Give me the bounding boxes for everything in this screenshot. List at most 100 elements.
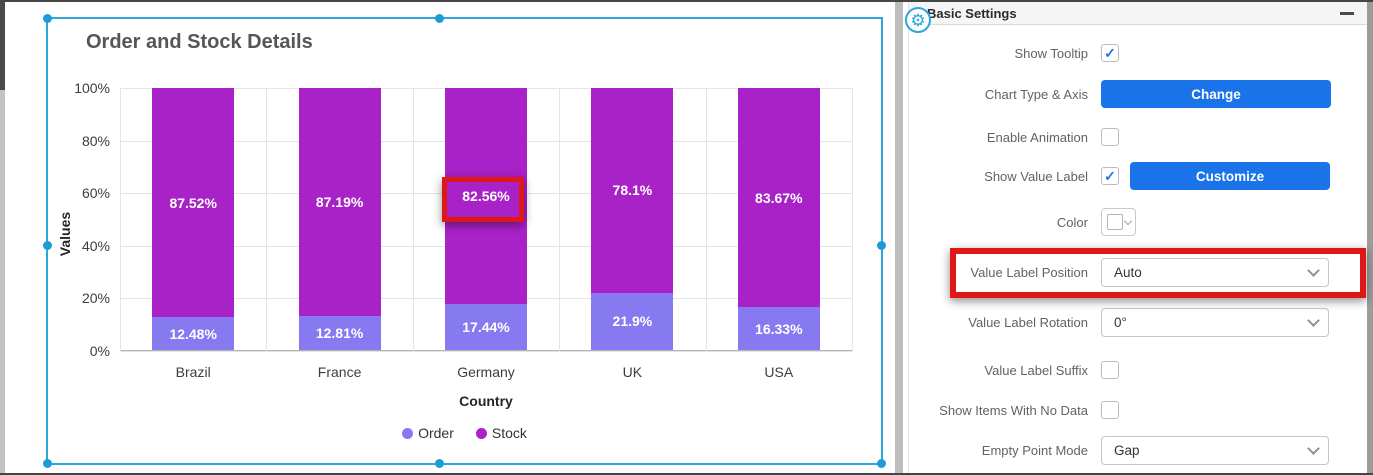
gridline-horizontal [120,351,852,352]
value-label-position-label: Value Label Position [970,264,1088,280]
row-value-label-suffix: Value Label Suffix [909,356,1368,384]
value-label: 87.52% [169,194,217,211]
legend-dot-icon [402,427,414,439]
row-value-label-rotation: Value Label Rotation 0° [909,307,1368,337]
row-show-items-no-data: Show Items With No Data [909,396,1368,424]
x-axis-label-france: France [317,364,362,380]
legend-item-stock[interactable]: Stock [475,425,527,441]
value-label: 87.19% [315,194,364,211]
value-label: 17.44% [462,319,510,336]
value-label: 83.67% [755,189,803,206]
bar-uk: 78.1% 21.9% [591,88,674,350]
order-segment-usa[interactable]: 16.33% [737,307,820,350]
highlight-box-value-label-position [950,248,1366,298]
order-segment-brazil[interactable]: 12.48% [152,317,235,350]
row-value-label-position: Value Label Position Auto [909,257,1368,287]
left-scrollbar-track[interactable] [0,2,5,473]
empty-point-mode-dropdown[interactable]: Gap [1101,435,1329,465]
enable-animation-checkbox[interactable] [1101,128,1119,146]
chevron-down-icon [1123,216,1133,226]
color-swatch [1107,214,1123,230]
color-picker[interactable] [1101,208,1136,236]
show-items-no-data-label: Show Items With No Data [939,402,1088,418]
resize-handle-mid-right[interactable] [877,241,886,250]
chart-widget[interactable]: ⚙ Order and Stock Details Values 87.52% 1… [43,7,931,468]
settings-panel: Basic Settings Show Tooltip ✓ Chart Type… [908,2,1368,473]
bar-france: 87.19% 12.81% [298,88,381,350]
legend-item-order[interactable]: Order [402,425,454,441]
resize-handle-bottom-right[interactable] [877,459,886,468]
x-axis-label-uk: UK [622,364,643,380]
show-tooltip-label: Show Tooltip [1014,45,1088,61]
customize-button[interactable]: Customize [1130,162,1330,190]
canvas-scrollbar[interactable] [893,2,905,473]
panel-header: Basic Settings [909,2,1368,25]
enable-animation-label: Enable Animation [986,129,1088,145]
gear-icon: ⚙ [910,10,926,30]
value-label: 12.48% [169,325,217,342]
show-items-no-data-checkbox[interactable] [1101,401,1119,419]
window-right-edge [1367,2,1373,473]
value-label: 21.9% [612,313,653,330]
value-label-rotation-label: Value Label Rotation [968,314,1088,330]
row-enable-animation: Enable Animation [909,123,1368,151]
value-label-suffix-label: Value Label Suffix [984,362,1088,378]
value-label: 82.56% [462,188,510,205]
show-value-label-checkbox[interactable]: ✓ [1101,167,1119,185]
gridline-vertical [412,88,414,351]
value-label-position-dropdown[interactable]: Auto [1101,257,1329,287]
value-label: 16.33% [755,320,803,337]
stock-segment-brazil[interactable]: 87.52% [152,88,235,318]
stock-segment-usa[interactable]: 83.67% [737,88,820,308]
stock-segment-france[interactable]: 87.19% [298,88,381,317]
resize-handle-top-center[interactable] [435,14,444,23]
y-axis-tick-label: 20% [81,290,110,307]
row-chart-type-axis: Chart Type & Axis Change [909,80,1368,108]
y-axis-tick-label: 40% [81,237,110,254]
y-axis-tick-label: 100% [74,80,110,96]
gridline-vertical [266,88,268,351]
resize-handle-bottom-center[interactable] [435,459,444,468]
value-label-rotation-dropdown[interactable]: 0° [1101,307,1329,337]
resize-handle-top-left[interactable] [43,14,52,23]
show-tooltip-checkbox[interactable]: ✓ [1101,44,1119,62]
legend-label: Stock [491,425,527,441]
resize-handle-bottom-left[interactable] [43,459,52,468]
highlight-box-value-label [442,177,524,222]
gridline-vertical [852,88,853,351]
gridline-vertical [705,88,707,351]
stock-segment-uk[interactable]: 78.1% [591,88,674,293]
row-empty-point-mode: Empty Point Mode Gap [909,435,1368,465]
order-segment-germany[interactable]: 17.44% [445,304,527,350]
collapse-minus-icon[interactable] [1340,12,1354,15]
y-axis-tick-label: 0% [89,343,110,359]
value-label: 12.81% [315,325,364,342]
y-axis-tick-label: 80% [81,132,110,149]
widget-settings-button[interactable]: ⚙ [905,7,931,33]
change-button[interactable]: Change [1101,80,1331,108]
chevron-down-icon [1307,313,1320,327]
chart-legend: Order Stock [48,425,881,441]
row-show-value-label: Show Value Label ✓ Customize [909,162,1368,190]
chart-type-axis-label: Chart Type & Axis [984,86,1088,102]
x-axis-label-germany: Germany [457,364,515,380]
bar-usa: 83.67% 16.33% [737,88,820,350]
x-axis-label-usa: USA [764,364,794,380]
row-show-tooltip: Show Tooltip ✓ [909,39,1368,67]
panel-title: Basic Settings [927,5,1017,21]
gridline-vertical [120,88,121,351]
value-label-suffix-checkbox[interactable] [1101,361,1119,379]
resize-handle-mid-left[interactable] [43,241,52,250]
order-segment-uk[interactable]: 21.9% [591,292,674,350]
row-color: Color [909,208,1368,236]
legend-dot-icon [475,427,487,439]
legend-label: Order [418,425,454,441]
left-scrollbar-thumb[interactable] [0,2,5,90]
x-axis-title: Country [459,393,513,409]
order-segment-france[interactable]: 12.81% [298,316,381,350]
chevron-down-icon [1307,441,1320,455]
stock-segment-germany[interactable]: 82.56% [445,88,527,305]
color-label: Color [1056,214,1088,230]
value-label: 78.1% [612,182,653,199]
